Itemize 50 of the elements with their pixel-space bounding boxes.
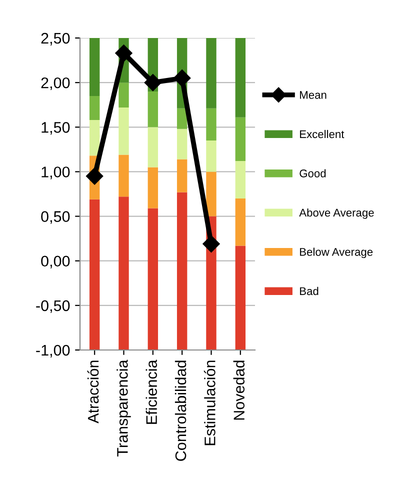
bar <box>206 140 216 172</box>
bar <box>148 127 158 168</box>
point <box>202 235 220 252</box>
legend-label: Good <box>300 169 326 178</box>
y-tick-label: -0,50 <box>36 300 70 313</box>
x-tick-label: Controlabilidad <box>174 360 186 461</box>
bar <box>235 246 246 350</box>
bar <box>89 199 100 350</box>
bar <box>206 38 216 108</box>
bar <box>118 154 129 197</box>
legend-label: Below Average <box>300 248 373 258</box>
y-tick-label: 1,50 <box>42 122 70 135</box>
y-tick-label: -1,00 <box>36 344 70 358</box>
point <box>115 44 132 62</box>
y-tick-label: 0,00 <box>41 256 70 268</box>
legend-label: Above Average <box>299 208 374 219</box>
bar <box>89 120 100 156</box>
bar <box>148 91 158 128</box>
point <box>174 70 191 87</box>
point <box>144 74 162 92</box>
bar <box>148 167 158 208</box>
bar <box>235 161 246 198</box>
bar <box>89 96 100 120</box>
bar <box>176 192 188 350</box>
bar <box>118 196 129 350</box>
bar <box>206 172 216 216</box>
y-tick-label: 2,00 <box>41 77 70 90</box>
y-tick-label: 1,00 <box>42 166 70 180</box>
y-tick-label: 0,50 <box>41 211 70 224</box>
x-tick-label: Estimulación <box>204 360 216 446</box>
x-tick-label: Transparencia <box>116 360 131 456</box>
bar <box>176 159 188 192</box>
legend-label: Excellent <box>300 130 344 138</box>
bar <box>118 108 129 155</box>
bar <box>118 82 129 108</box>
legend-label: Bad <box>300 286 318 296</box>
bar <box>235 198 246 246</box>
x-tick-label: Atracción <box>87 360 99 424</box>
legend-label: Mean <box>300 91 326 99</box>
bar <box>206 108 216 141</box>
x-tick-label: Novedad <box>233 360 245 420</box>
bar <box>148 208 158 350</box>
x-tick-label: Eficiencia <box>146 360 158 424</box>
bar <box>235 38 246 118</box>
point <box>86 168 104 185</box>
bar <box>176 128 188 160</box>
bar <box>235 117 246 162</box>
bar <box>89 38 100 96</box>
bar <box>176 108 188 129</box>
y-tick-label: 2,50 <box>41 32 70 46</box>
